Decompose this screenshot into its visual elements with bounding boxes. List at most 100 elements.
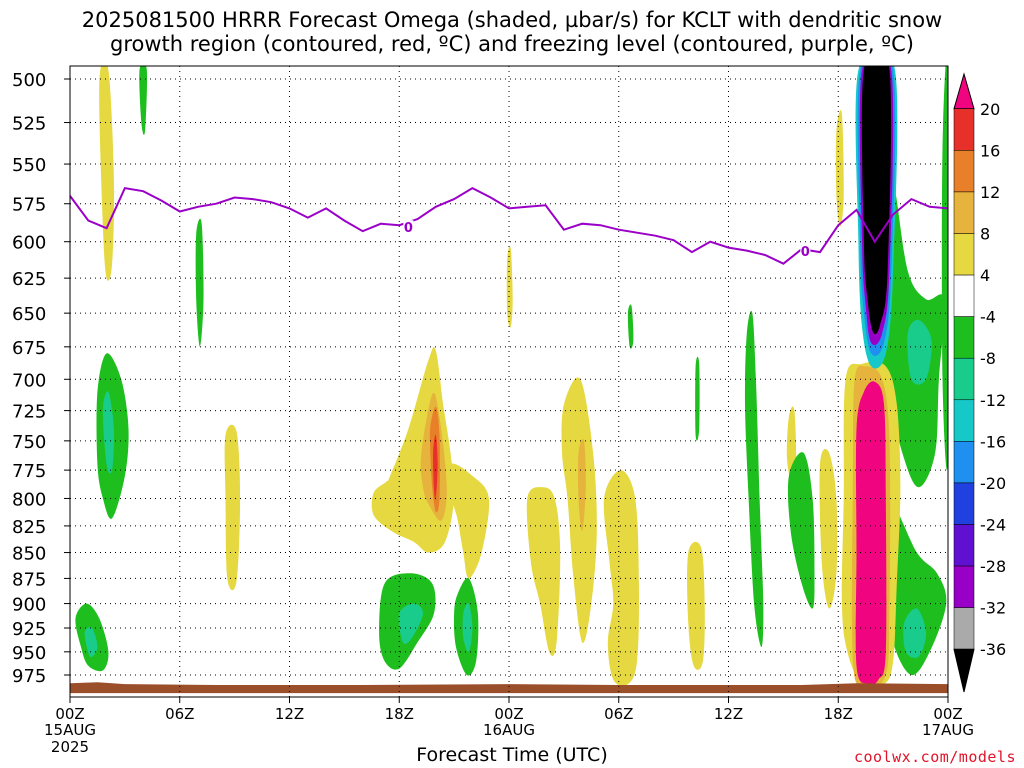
x-tick-year: 2025 — [51, 738, 89, 756]
colorbar-label: -32 — [980, 599, 1006, 618]
omega-region-42 — [861, 66, 892, 335]
chart-title-line2: growth region (contoured, red, ºC) and f… — [110, 32, 914, 56]
colorbar-label: -24 — [980, 516, 1006, 535]
colorbar-bin — [953, 441, 975, 484]
omega-region-12 — [687, 541, 705, 670]
x-tick-label: 06Z — [604, 705, 633, 723]
grid-lines — [69, 66, 949, 697]
y-tick-label: 600 — [12, 233, 46, 254]
omega-region-38 — [855, 381, 887, 686]
omega-region-5 — [433, 434, 438, 500]
omega-region-33 — [941, 66, 948, 470]
y-tick-label: 550 — [12, 155, 46, 176]
y-tick-label: 575 — [12, 195, 46, 216]
omega-region-34 — [907, 319, 932, 385]
colorbar-bin — [953, 191, 975, 234]
omega-region-11 — [603, 470, 640, 686]
x-tick-label: 12Z — [714, 705, 743, 723]
colorbar-bin — [953, 482, 975, 525]
omega-region-28 — [744, 310, 764, 648]
y-tick-label: 800 — [12, 489, 46, 510]
x-tick-label: 06Z — [165, 705, 194, 723]
freezing-label-bg — [403, 220, 414, 235]
omega-region-23 — [398, 603, 424, 645]
credit-text: coolwx.com/models — [853, 748, 1016, 766]
colorbar-cap-bottom — [953, 648, 975, 693]
omega-region-6 — [449, 463, 490, 579]
colorbar-cap-top — [953, 72, 975, 110]
y-tick-label: 700 — [12, 370, 46, 391]
y-tick-label: 975 — [12, 666, 46, 687]
freezing-level-layer: 00 — [69, 186, 949, 265]
omega-region-26 — [627, 304, 634, 349]
colorbar-label: -8 — [980, 349, 996, 368]
y-tick-label: 925 — [12, 619, 46, 640]
colorbar-label: -20 — [980, 474, 1006, 493]
colorbar-bin — [953, 233, 975, 276]
x-tick-label: 00Z — [933, 705, 962, 723]
omega-region-16 — [139, 66, 148, 135]
omega-region-0 — [99, 66, 115, 281]
terrain-layer — [70, 682, 948, 694]
colorbar-label: 16 — [980, 141, 1000, 160]
omega-region-25 — [462, 603, 473, 652]
omega-region-19 — [102, 391, 115, 474]
y-tick-label: 675 — [12, 338, 46, 359]
omega-region-9 — [561, 377, 597, 644]
y-tick-label: 850 — [12, 544, 46, 565]
omega-region-35 — [903, 608, 927, 658]
y-tick-label: 900 — [12, 595, 46, 616]
omega-region-14 — [819, 449, 838, 609]
colorbar-bin — [953, 316, 975, 359]
y-tick-label: 500 — [12, 70, 46, 91]
omega-region-8 — [526, 487, 561, 657]
colorbar: 20 16 12 8 4 -4 -8 -12 -16 -20 -24 -28 -32 -36 — [953, 72, 1006, 693]
colorbar-bin — [953, 150, 975, 193]
x-axis-label: Forecast Time (UTC) — [416, 744, 608, 766]
freezing-level-label: 0 — [801, 245, 810, 260]
y-tick-label: 625 — [12, 269, 46, 290]
colorbar-label: -12 — [980, 391, 1006, 410]
colorbar-bin — [953, 399, 975, 442]
y-tick-label: 950 — [12, 643, 46, 664]
omega-region-29 — [787, 452, 815, 609]
colorbar-label: -28 — [980, 557, 1006, 576]
omega-region-1 — [224, 424, 241, 591]
omega-region-17 — [195, 218, 204, 347]
x-tick-label: 18Z — [824, 705, 853, 723]
colorbar-bin — [953, 274, 975, 317]
y-tick-label: 875 — [12, 569, 46, 590]
colorbar-label: -16 — [980, 432, 1006, 451]
colorbar-bin — [953, 565, 975, 608]
colorbar-label: 4 — [980, 266, 990, 285]
freezing-level-label: 0 — [404, 221, 413, 236]
x-tick-label: 00Z — [494, 705, 523, 723]
x-tick-date: 16AUG — [483, 721, 535, 739]
shaded-regions — [75, 66, 948, 688]
x-tick-date: 17AUG — [922, 721, 974, 739]
omega-region-10 — [577, 438, 586, 532]
colorbar-label: -36 — [980, 640, 1006, 659]
freezing-label-bg — [800, 244, 811, 259]
colorbar-bin — [953, 524, 975, 567]
omega-region-21 — [84, 627, 98, 657]
y-tick-label: 525 — [12, 114, 46, 135]
colorbar-label: 8 — [980, 225, 990, 244]
colorbar-bin — [953, 607, 975, 650]
x-tick-label: 18Z — [385, 705, 414, 723]
y-tick-label: 750 — [12, 432, 46, 453]
y-tick-label: 825 — [12, 517, 46, 538]
colorbar-bin — [953, 357, 975, 401]
terrain-fill — [70, 682, 948, 694]
x-tick-label: 12Z — [275, 705, 304, 723]
y-tick-label: 775 — [12, 461, 46, 482]
colorbar-label: -4 — [980, 308, 996, 327]
colorbar-label: 20 — [980, 100, 1000, 119]
y-tick-label: 650 — [12, 304, 46, 325]
x-tick-label: 00Z — [55, 705, 84, 723]
chart-title-line1: 2025081500 HRRR Forecast Omega (shaded, … — [81, 8, 943, 32]
x-tick-date: 15AUG — [44, 721, 96, 739]
colorbar-bin — [953, 108, 975, 151]
omega-region-32 — [884, 498, 947, 676]
